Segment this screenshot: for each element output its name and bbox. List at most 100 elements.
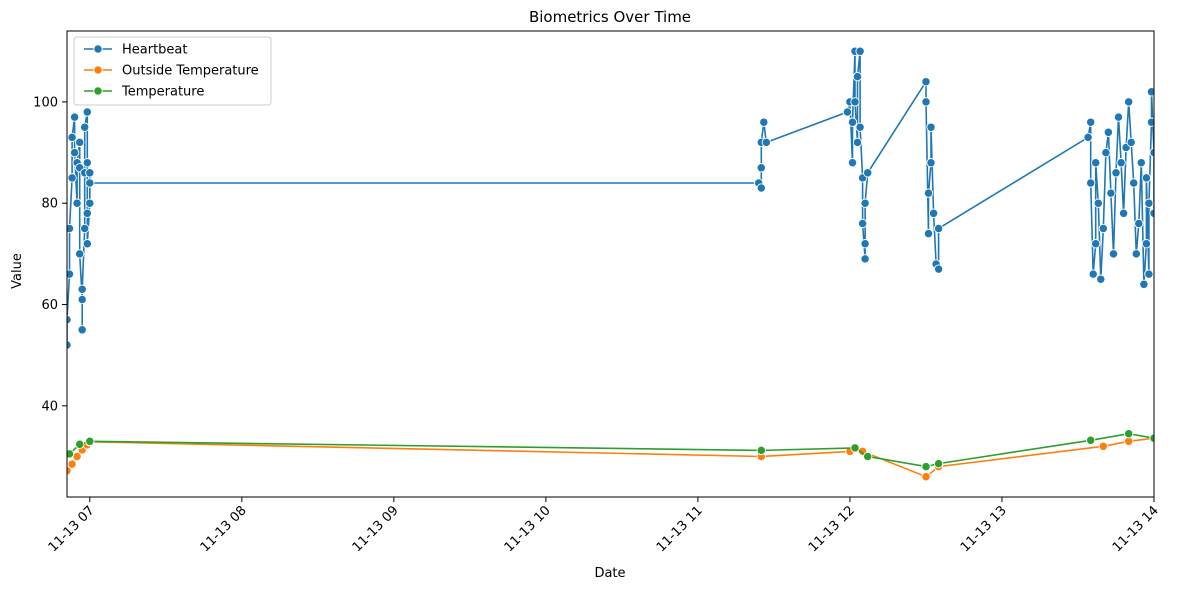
data-point: [67, 459, 77, 469]
data-point: [926, 122, 936, 132]
data-point: [921, 472, 931, 482]
data-point: [1124, 97, 1134, 107]
data-point: [860, 239, 870, 249]
legend-marker: [93, 65, 103, 75]
y-tick-label: 100: [33, 95, 58, 110]
data-point: [926, 158, 936, 168]
x-tick-label: 11-13 09: [350, 503, 402, 555]
data-point: [921, 461, 931, 472]
data-point: [1126, 137, 1136, 148]
data-point: [933, 223, 944, 234]
data-point: [67, 223, 75, 234]
data-point: [933, 458, 944, 469]
data-point: [1098, 223, 1108, 234]
data-point: [1106, 188, 1116, 198]
data-point: [1124, 429, 1134, 439]
data-point: [75, 137, 85, 148]
data-point: [855, 46, 865, 56]
data-point: [67, 449, 75, 459]
data-point: [860, 198, 870, 208]
y-axis: 40 60 80 100: [33, 95, 67, 414]
data-point: [852, 71, 863, 82]
x-tick-label: 11-13 07: [46, 503, 98, 555]
data-point: [1086, 117, 1096, 127]
data-point: [860, 254, 870, 264]
data-point: [80, 223, 90, 234]
legend-marker: [93, 44, 103, 54]
data-point: [1086, 178, 1096, 188]
data-point: [1146, 117, 1154, 127]
data-point: [1146, 87, 1154, 97]
data-point: [921, 77, 931, 87]
data-point: [921, 97, 931, 107]
data-point: [67, 315, 72, 325]
data-point: [1086, 435, 1096, 445]
data-point: [1088, 269, 1098, 279]
data-point: [1113, 112, 1124, 122]
data-point: [933, 264, 944, 274]
data-point: [1149, 208, 1154, 218]
data-point: [756, 183, 766, 193]
legend-item: Outside Temperature: [84, 64, 259, 79]
data-point: [82, 107, 92, 117]
data-point: [852, 137, 863, 148]
data-point: [1101, 147, 1111, 158]
series-outside-temperature: [67, 433, 1154, 482]
x-tick-label: 11-13 13: [958, 503, 1010, 555]
data-point: [85, 178, 95, 188]
data-point: [1091, 158, 1101, 168]
legend: Heartbeat Outside Temperature Temperature: [73, 36, 272, 106]
data-point: [72, 198, 82, 208]
x-tick-label: 11-13 10: [502, 503, 554, 555]
legend-item: Temperature: [84, 85, 204, 100]
data-point: [1116, 158, 1126, 168]
data-point: [759, 117, 769, 127]
data-point: [1141, 173, 1152, 183]
data-point: [756, 445, 766, 456]
y-tick-label: 40: [41, 399, 58, 414]
x-axis: 11-13 07 11-13 08 11-13 09 11-13 10 11-13 11…: [46, 497, 1162, 555]
data-point: [85, 198, 95, 208]
x-tick-label: 11-13 11: [654, 503, 706, 555]
data-point: [67, 132, 77, 143]
data-point: [1093, 198, 1103, 208]
series-temperature: [67, 429, 1154, 472]
data-point: [1124, 436, 1134, 446]
data-point: [75, 439, 85, 449]
legend-label: Heartbeat: [122, 43, 188, 58]
legend-item: Heartbeat: [84, 43, 188, 58]
plot-frame: [66, 30, 1155, 498]
data-point: [1103, 127, 1114, 137]
data-point: [1141, 239, 1152, 249]
data-point: [67, 466, 72, 476]
data-point: [850, 443, 860, 453]
x-axis-label: Date: [594, 566, 625, 581]
data-point: [923, 188, 934, 198]
data-point: [1111, 168, 1121, 178]
data-point: [1149, 433, 1154, 443]
data-point: [75, 249, 85, 259]
data-point: [67, 340, 72, 350]
data-point: [756, 163, 766, 173]
y-tick-label: 60: [41, 298, 58, 313]
data-point: [80, 122, 90, 132]
data-point: [855, 122, 865, 132]
legend-label: Outside Temperature: [122, 64, 259, 79]
data-point: [1139, 279, 1149, 289]
series-line: [68, 432, 1154, 468]
data-point: [842, 107, 853, 117]
data-point: [847, 117, 858, 127]
data-point: [67, 173, 77, 183]
data-point: [1096, 274, 1106, 284]
x-tick-label: 11-13 08: [198, 503, 250, 555]
legend-label: Temperature: [121, 85, 204, 100]
data-point: [923, 228, 934, 239]
data-point: [1118, 208, 1129, 218]
data-point: [928, 208, 939, 218]
data-point: [69, 147, 80, 158]
x-tick-label: 11-13 14: [1110, 503, 1162, 555]
data-point: [77, 325, 87, 335]
data-point: [1108, 249, 1119, 259]
data-point: [77, 284, 87, 294]
x-tick-label: 11-13 12: [806, 503, 858, 555]
